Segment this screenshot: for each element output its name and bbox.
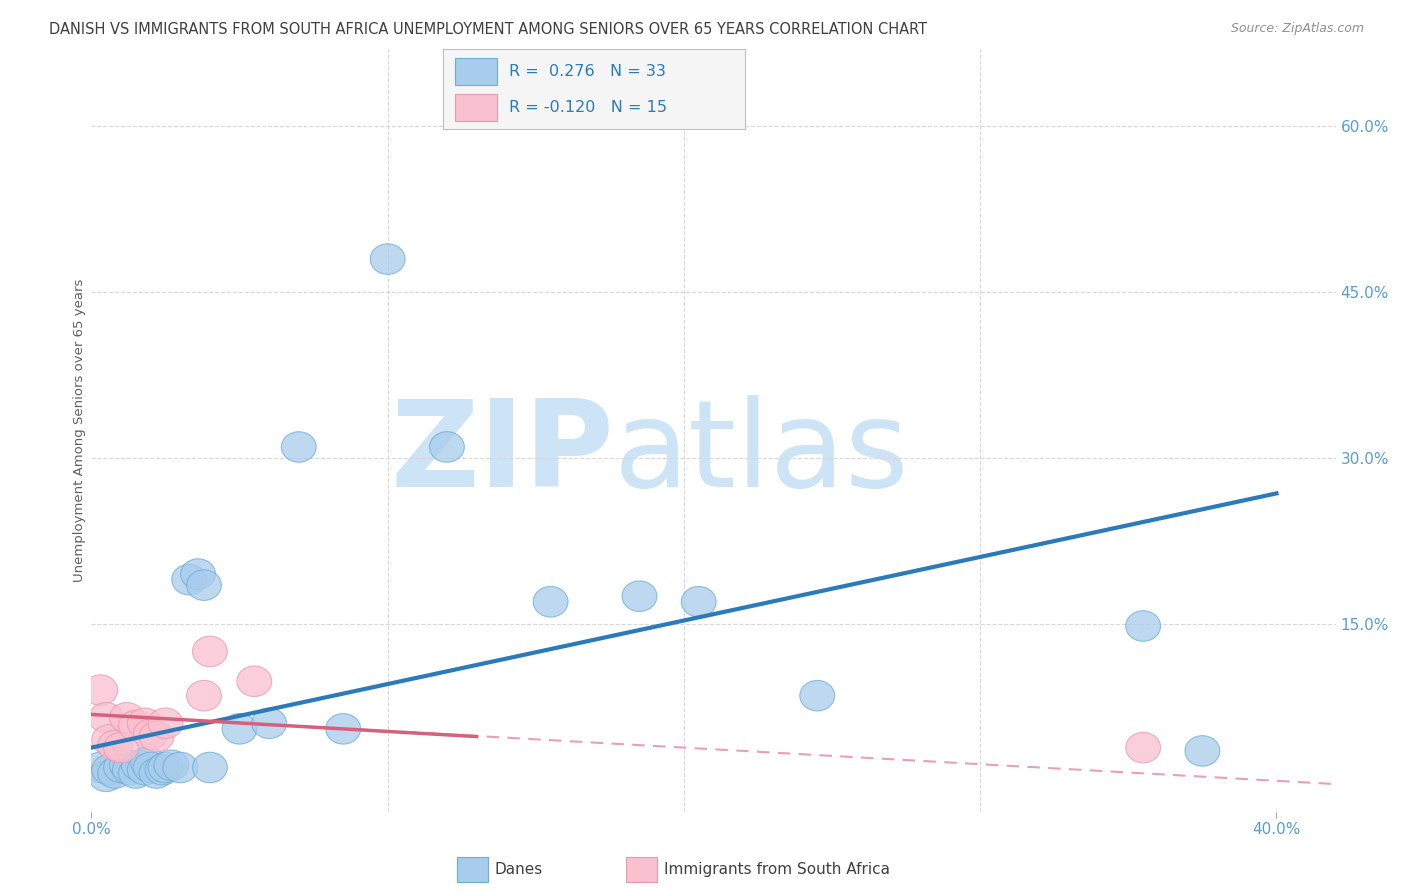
Ellipse shape	[118, 758, 153, 789]
Text: R =  0.276   N = 33: R = 0.276 N = 33	[509, 64, 666, 79]
Ellipse shape	[134, 752, 169, 783]
Ellipse shape	[281, 432, 316, 462]
Text: Immigrants from South Africa: Immigrants from South Africa	[664, 863, 890, 877]
Ellipse shape	[163, 752, 198, 783]
Y-axis label: Unemployment Among Seniors over 65 years: Unemployment Among Seniors over 65 years	[73, 278, 86, 582]
Ellipse shape	[193, 636, 228, 666]
Ellipse shape	[682, 586, 716, 617]
Ellipse shape	[97, 758, 132, 789]
Ellipse shape	[121, 750, 156, 780]
Ellipse shape	[139, 722, 174, 752]
Ellipse shape	[97, 731, 132, 761]
FancyBboxPatch shape	[456, 94, 498, 121]
Ellipse shape	[91, 755, 127, 785]
Ellipse shape	[83, 675, 118, 706]
Ellipse shape	[110, 703, 145, 733]
Ellipse shape	[118, 710, 153, 740]
Ellipse shape	[370, 244, 405, 275]
Ellipse shape	[104, 732, 138, 763]
Ellipse shape	[112, 755, 148, 785]
Text: R = -0.120   N = 15: R = -0.120 N = 15	[509, 100, 668, 115]
Ellipse shape	[1126, 732, 1160, 763]
Ellipse shape	[238, 666, 271, 697]
Ellipse shape	[187, 570, 221, 600]
Ellipse shape	[89, 703, 124, 733]
Ellipse shape	[83, 752, 118, 783]
Ellipse shape	[429, 432, 464, 462]
Ellipse shape	[621, 581, 657, 611]
Ellipse shape	[128, 708, 162, 739]
Ellipse shape	[148, 752, 183, 783]
Ellipse shape	[193, 752, 228, 783]
Ellipse shape	[533, 586, 568, 617]
Ellipse shape	[1126, 611, 1160, 641]
Ellipse shape	[800, 681, 835, 711]
Text: Source: ZipAtlas.com: Source: ZipAtlas.com	[1230, 22, 1364, 36]
Text: Danes: Danes	[495, 863, 543, 877]
Text: atlas: atlas	[614, 395, 910, 512]
Ellipse shape	[104, 752, 138, 783]
Ellipse shape	[155, 750, 188, 780]
Ellipse shape	[128, 755, 162, 785]
FancyBboxPatch shape	[456, 58, 498, 86]
Ellipse shape	[139, 758, 174, 789]
Ellipse shape	[326, 714, 360, 744]
Ellipse shape	[91, 724, 127, 756]
Ellipse shape	[134, 719, 169, 749]
Ellipse shape	[187, 681, 221, 711]
Ellipse shape	[172, 565, 207, 595]
Ellipse shape	[148, 708, 183, 739]
Ellipse shape	[1185, 736, 1220, 766]
Text: DANISH VS IMMIGRANTS FROM SOUTH AFRICA UNEMPLOYMENT AMONG SENIORS OVER 65 YEARS : DANISH VS IMMIGRANTS FROM SOUTH AFRICA U…	[49, 22, 928, 37]
Ellipse shape	[145, 755, 180, 785]
Ellipse shape	[252, 708, 287, 739]
Ellipse shape	[89, 761, 124, 791]
Ellipse shape	[131, 747, 165, 777]
Text: ZIP: ZIP	[391, 395, 614, 512]
Ellipse shape	[180, 558, 215, 590]
Ellipse shape	[110, 750, 145, 780]
Ellipse shape	[222, 714, 257, 744]
